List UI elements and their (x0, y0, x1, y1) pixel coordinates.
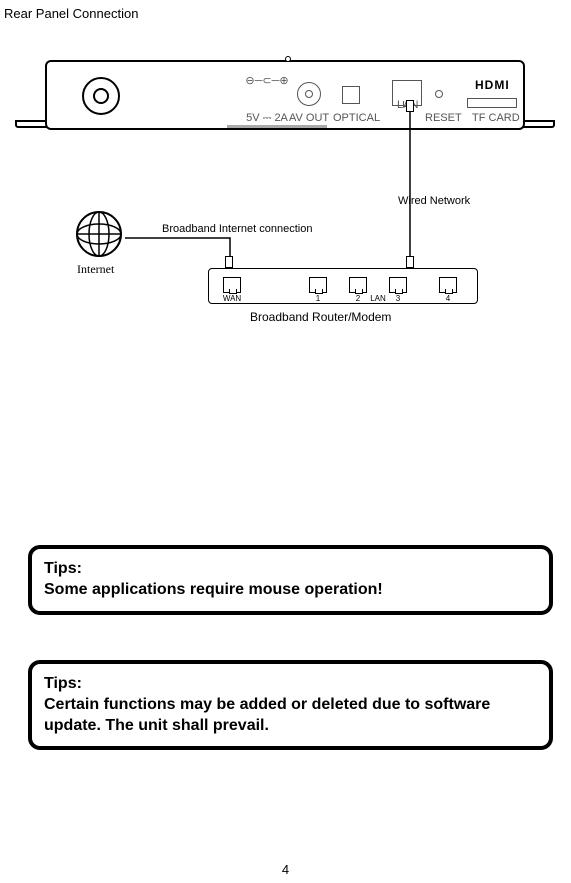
tf-card-slot-icon (467, 98, 517, 108)
av-out-port-icon (297, 82, 321, 106)
av-out-label: AV OUT (289, 112, 329, 124)
power-label: 5V ⎓ 2A (237, 112, 297, 125)
router-lan-port-icon (309, 277, 327, 293)
tip-2-body: Certain functions may be added or delete… (44, 695, 537, 737)
optical-port-icon (342, 86, 360, 104)
router-port-4-label: 4 (439, 294, 457, 303)
tip-2-title: Tips: (44, 674, 537, 695)
hdmi-label: HDMI (475, 78, 510, 92)
router-label: Broadband Router/Modem (250, 310, 391, 324)
router-lan-port-icon (349, 277, 367, 293)
router-wan-port-icon (223, 277, 241, 293)
router-wan-label: WAN (221, 294, 243, 303)
globe-icon (75, 210, 123, 258)
tf-card-label: TF CARD (472, 112, 520, 124)
router-icon: WAN 1 2 LAN 3 4 (208, 268, 478, 304)
audio-jack-icon (82, 77, 120, 115)
router-lan-port-icon (389, 277, 407, 293)
device-top-dot (285, 56, 291, 62)
router-lan-label: LAN (367, 294, 389, 303)
page-number: 4 (0, 862, 571, 877)
tip-1-title: Tips: (44, 559, 537, 580)
device-bottom-strip (227, 125, 327, 128)
cable-device-to-router (405, 108, 445, 273)
reset-hole-icon (435, 90, 443, 98)
router-port-1-label: 1 (309, 294, 327, 303)
device-body: ⊖─⊂─⊕ 5V ⎓ 2A AV OUT OPTICAL LAN RESET H… (45, 60, 525, 130)
optical-label: OPTICAL (333, 112, 380, 124)
tip-box-1: Tips: Some applications require mouse op… (28, 545, 553, 615)
cable-plug-icon (406, 256, 414, 268)
tip-1-body: Some applications require mouse operatio… (44, 580, 537, 601)
page-title: Rear Panel Connection (4, 6, 138, 21)
power-polarity-icon: ⊖─⊂─⊕ (237, 74, 297, 87)
device-rear-panel: ⊖─⊂─⊕ 5V ⎓ 2A AV OUT OPTICAL LAN RESET H… (30, 50, 540, 150)
cable-plug-icon (406, 100, 414, 112)
internet-label: Internet (77, 262, 114, 277)
router-port-2-label: 2 (349, 294, 367, 303)
tip-box-2: Tips: Certain functions may be added or … (28, 660, 553, 750)
router-lan-port-icon (439, 277, 457, 293)
router-port-3-label: 3 (389, 294, 407, 303)
cable-plug-icon (225, 256, 233, 268)
